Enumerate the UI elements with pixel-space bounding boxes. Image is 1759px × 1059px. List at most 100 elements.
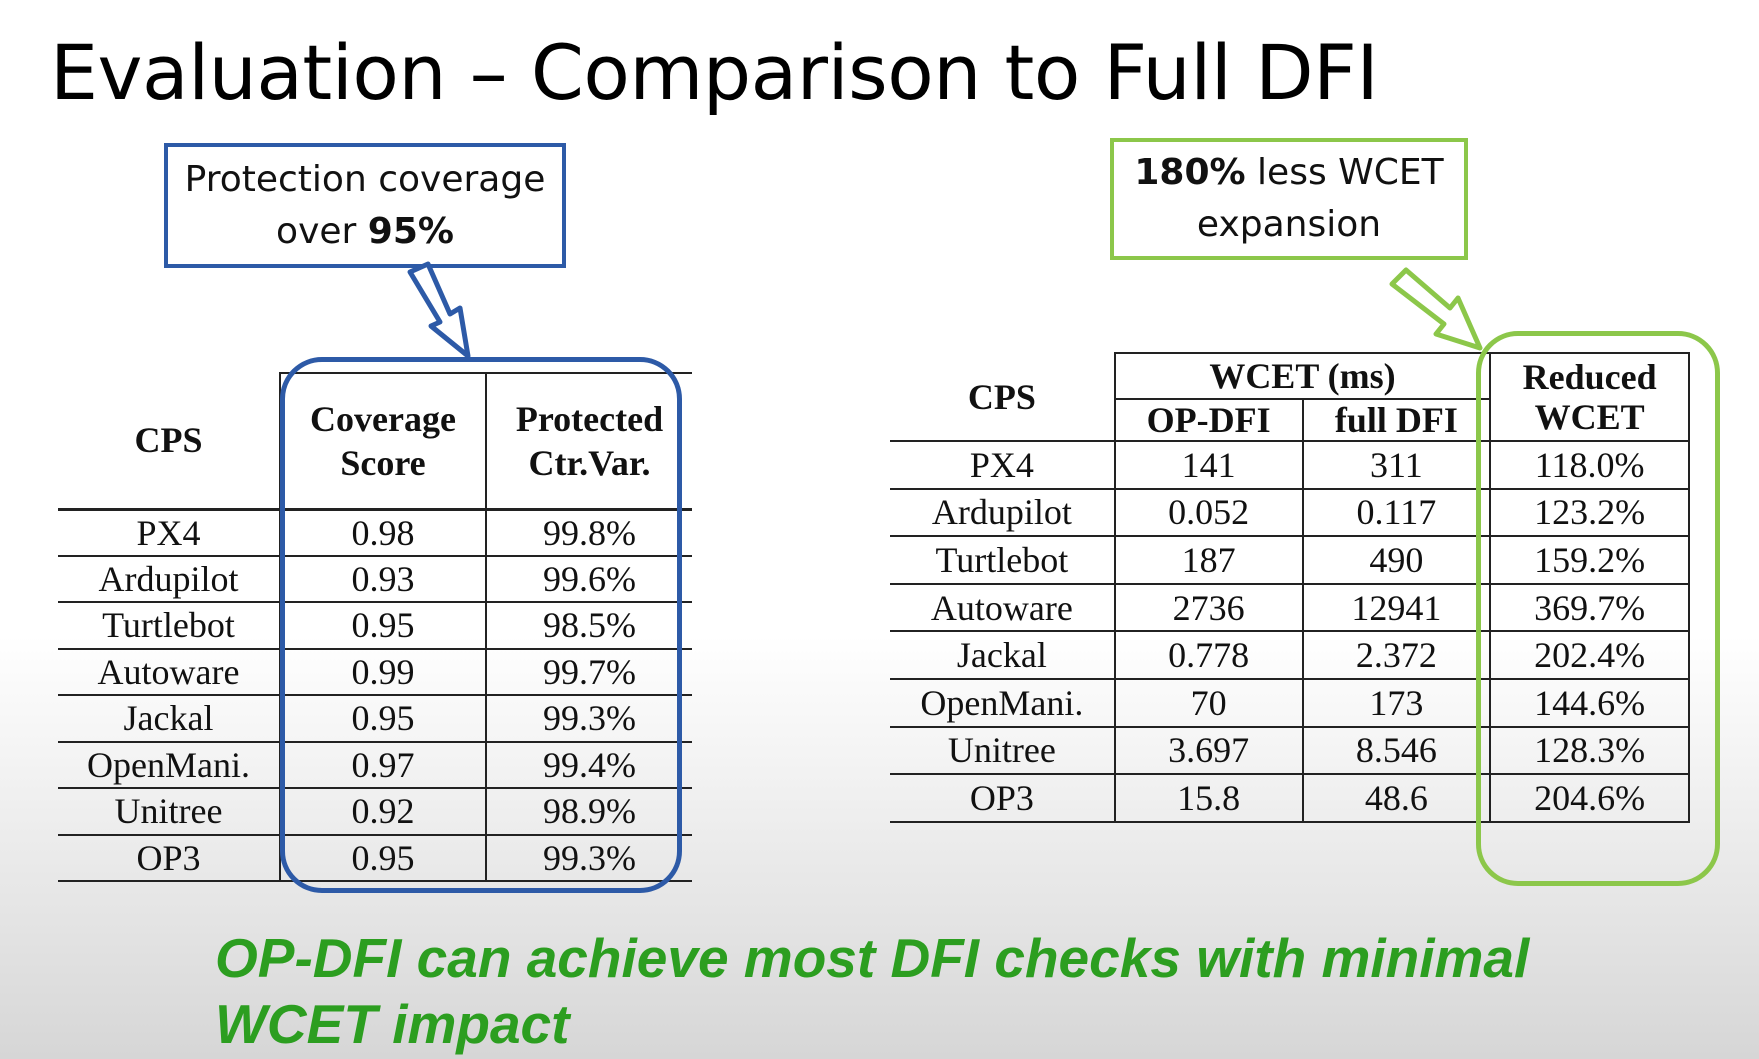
cell-op-dfi: 0.052 [1113,488,1303,538]
cell-cps: OpenMani. [890,678,1115,728]
table-row: Jackal 0.95 99.3% [58,695,692,743]
cell-full-dfi: 173 [1301,678,1491,728]
table-row: Autoware 2736 12941 369.7% [890,583,1690,633]
down-right-arrow-icon [1389,267,1483,351]
cell-score: 0.95 [279,695,486,743]
cell-protected: 98.9% [485,788,692,836]
cell-score: 0.95 [279,834,486,882]
cell-cps: OP3 [58,834,280,882]
coverage-callout-line2: over 95% [168,206,562,258]
table-row: Turtlebot 187 490 159.2% [890,536,1690,585]
table-row: OP3 0.95 99.3% [58,834,692,882]
cell-cps: Ardupilot [58,555,280,603]
cell-cps: Autoware [890,583,1115,633]
cell-protected: 99.4% [485,741,692,789]
column-header-op-dfi: OP-DFI [1113,399,1303,442]
cell-reduced: 204.6% [1489,774,1690,823]
cell-cps: Jackal [58,695,280,743]
header-line: Score [340,442,426,483]
wcet-table: CPS WCET (ms) Reduced WCET OP-DFI full DF… [890,352,1690,823]
cell-cps: Turtlebot [58,602,280,650]
cell-full-dfi: 490 [1301,536,1491,585]
cell-cps: OP3 [890,774,1115,823]
table-row: Turtlebot 0.95 98.5% [58,602,692,650]
cell-full-dfi: 48.6 [1301,774,1491,823]
wcet-callout: 180% less WCET expansion [1110,138,1468,260]
cell-cps: Unitree [58,788,280,836]
coverage-callout-value: 95% [367,210,454,252]
slide-title: Evaluation – Comparison to Full DFI [50,28,1379,117]
coverage-callout-prefix: over [276,210,368,252]
column-header-protected: Protected Ctr.Var. [485,372,692,511]
cell-protected: 99.3% [485,834,692,882]
cell-op-dfi: 70 [1113,678,1303,728]
cell-cps: Unitree [890,726,1115,776]
conclusion-text: OP-DFI can achieve most DFI checks with … [215,927,1530,1055]
table-row: Ardupilot 0.93 99.6% [58,555,692,603]
cell-op-dfi: 187 [1113,536,1303,585]
cell-cps: PX4 [58,509,280,557]
wcet-callout-line1: 180% less WCET [1114,147,1464,199]
table-row: OpenMani. 0.97 99.4% [58,741,692,789]
header-line: Ctr.Var. [528,442,651,483]
cell-cps: OpenMani. [58,741,280,789]
cell-op-dfi: 141 [1113,441,1303,490]
cell-score: 0.97 [279,741,486,789]
header-line: Protected [515,398,664,439]
coverage-callout-line1: Protection coverage [184,158,546,200]
cell-cps: Autoware [58,648,280,696]
cell-protected: 99.7% [485,648,692,696]
cell-reduced: 159.2% [1489,536,1690,585]
cell-op-dfi: 2736 [1113,583,1303,633]
cell-cps: Jackal [890,631,1115,680]
cell-reduced: 369.7% [1489,583,1690,633]
cell-protected: 99.6% [485,555,692,603]
cell-score: 0.95 [279,602,486,650]
table-row: PX4 141 311 118.0% [890,441,1690,490]
cell-reduced: 118.0% [1489,441,1690,490]
coverage-table: CPS Coverage Score Protected Ctr.Var. PX4 0… [58,372,692,882]
cell-op-dfi: 0.778 [1113,631,1303,680]
cell-full-dfi: 8.546 [1301,726,1491,776]
cell-protected: 99.3% [485,695,692,743]
column-header-full-dfi: full DFI [1301,399,1491,442]
table-row: Unitree 0.92 98.9% [58,788,692,836]
wcet-callout-value: 180% [1134,152,1246,193]
table-row: Jackal 0.778 2.372 202.4% [890,631,1690,680]
cell-cps: PX4 [890,441,1115,490]
table-row: OP3 15.8 48.6 204.6% [890,774,1690,823]
table-row: Ardupilot 0.052 0.117 123.2% [890,488,1690,538]
cell-reduced: 144.6% [1489,678,1690,728]
header-line: WCET [1534,397,1645,437]
header-line: Reduced [1522,357,1657,397]
cell-protected: 99.8% [485,509,692,557]
down-arrow-icon [407,261,471,359]
column-header-cps: CPS [58,373,280,511]
wcet-callout-rest: less WCET [1245,152,1444,193]
cell-full-dfi: 12941 [1301,583,1491,633]
cell-cps: Turtlebot [890,536,1115,585]
column-header-reduced-wcet: Reduced WCET [1489,352,1690,442]
table-row: Unitree 3.697 8.546 128.3% [890,726,1690,776]
cell-op-dfi: 15.8 [1113,774,1303,823]
cell-reduced: 123.2% [1489,488,1690,538]
cell-score: 0.93 [279,555,486,603]
table-row: Autoware 0.99 99.7% [58,648,692,696]
cell-op-dfi: 3.697 [1113,726,1303,776]
cell-reduced: 128.3% [1489,726,1690,776]
column-header-cps: CPS [890,353,1115,442]
cell-score: 0.99 [279,648,486,696]
cell-reduced: 202.4% [1489,631,1690,680]
column-header-wcet: WCET (ms) [1113,352,1491,400]
column-header-coverage-score: Coverage Score [279,372,486,511]
cell-full-dfi: 0.117 [1301,488,1491,538]
cell-full-dfi: 2.372 [1301,631,1491,680]
coverage-callout: Protection coverage over 95% [164,143,566,268]
table-row: OpenMani. 70 173 144.6% [890,678,1690,728]
table-row: PX4 0.98 99.8% [58,509,692,557]
cell-full-dfi: 311 [1301,441,1491,490]
cell-cps: Ardupilot [890,488,1115,538]
cell-protected: 98.5% [485,602,692,650]
header-line: Coverage [310,398,456,439]
wcet-callout-line2: expansion [1196,204,1382,245]
